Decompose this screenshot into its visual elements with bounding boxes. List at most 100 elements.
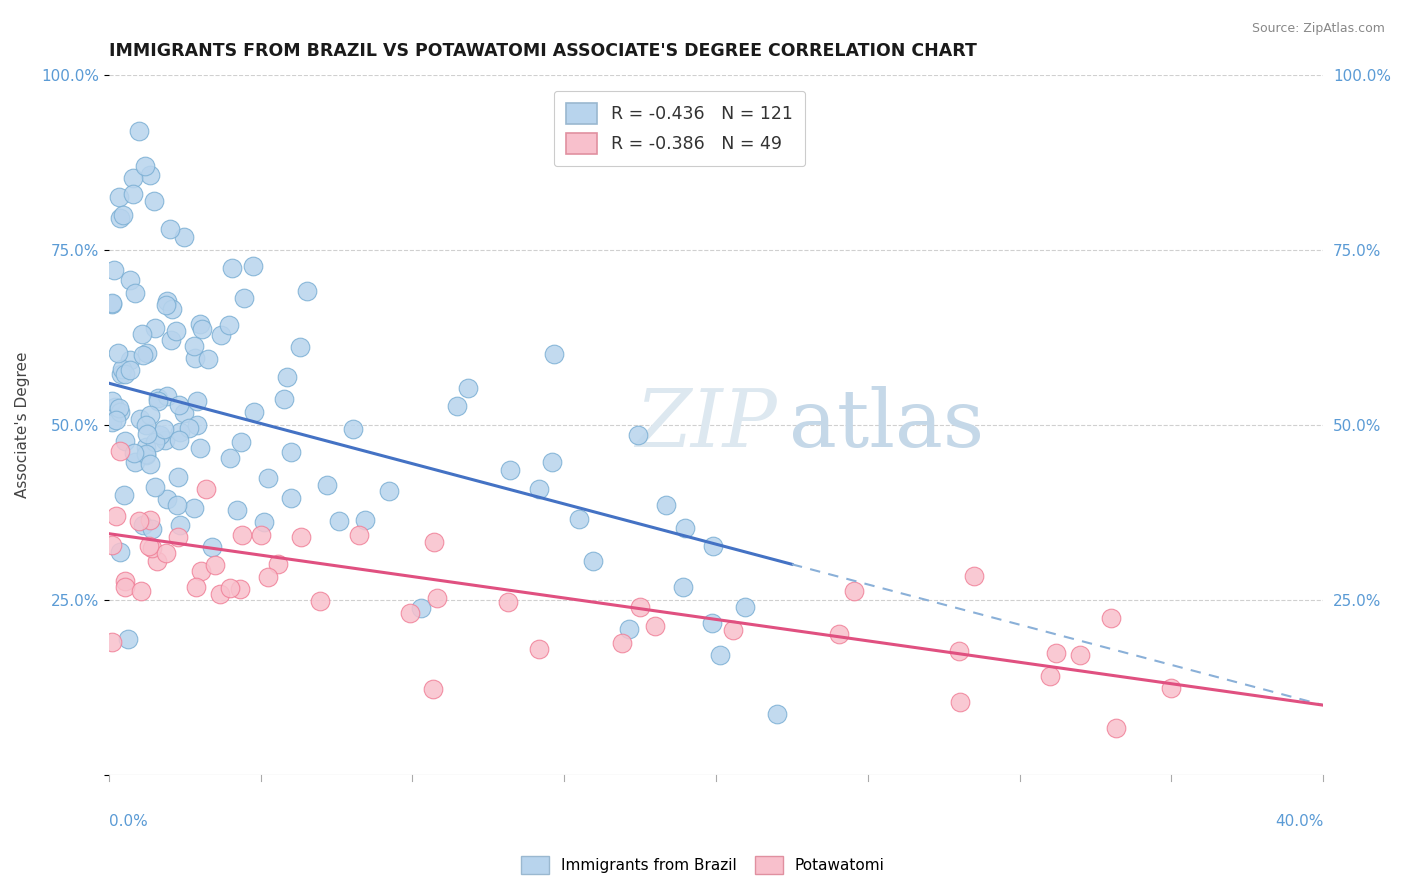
Point <box>186 418 208 433</box>
Point <box>152 422 174 436</box>
Point <box>201 540 224 554</box>
Point <box>132 518 155 533</box>
Point <box>108 211 131 225</box>
Point <box>499 463 522 477</box>
Point <box>253 515 276 529</box>
Point <box>108 405 131 419</box>
Point <box>191 322 214 336</box>
Point <box>399 606 422 620</box>
Point <box>734 600 756 615</box>
Point <box>446 399 468 413</box>
Point <box>138 168 160 182</box>
Point <box>702 539 724 553</box>
Point <box>138 539 160 553</box>
Point <box>496 595 519 609</box>
Point <box>173 407 195 421</box>
Point <box>107 346 129 360</box>
Point <box>963 568 986 582</box>
Point <box>709 648 731 662</box>
Point <box>128 124 150 138</box>
Point <box>188 318 211 332</box>
Point <box>1039 669 1062 683</box>
Point <box>153 434 176 448</box>
Point <box>159 333 181 347</box>
Point <box>347 528 370 542</box>
Point <box>101 296 124 310</box>
Point <box>101 415 124 429</box>
Point <box>167 470 190 484</box>
Point <box>124 455 146 469</box>
Point <box>183 339 205 353</box>
Point <box>948 644 970 658</box>
Point <box>141 521 163 535</box>
Point <box>250 528 273 542</box>
Point <box>114 580 136 594</box>
Point <box>197 352 219 367</box>
Point <box>184 351 207 365</box>
Point <box>256 471 278 485</box>
Text: 40.0%: 40.0% <box>1275 814 1323 829</box>
Point <box>288 339 311 353</box>
Point <box>141 541 163 555</box>
Point <box>167 433 190 447</box>
Point <box>167 530 190 544</box>
Point <box>256 570 278 584</box>
Point <box>145 435 167 450</box>
Point <box>104 400 127 414</box>
Point <box>177 421 200 435</box>
Point <box>280 445 302 459</box>
Y-axis label: Associate's Degree: Associate's Degree <box>15 352 30 499</box>
Point <box>143 480 166 494</box>
Text: ZIP: ZIP <box>636 386 776 464</box>
Point <box>108 401 131 415</box>
Point <box>377 484 399 499</box>
Point <box>184 580 207 594</box>
Point <box>290 530 312 544</box>
Legend: Immigrants from Brazil, Potawatomi: Immigrants from Brazil, Potawatomi <box>515 850 891 880</box>
Point <box>149 428 172 442</box>
Point <box>108 545 131 559</box>
Point <box>280 491 302 505</box>
Point <box>541 455 564 469</box>
Point <box>655 498 678 512</box>
Point <box>117 632 139 646</box>
Point <box>1105 721 1128 735</box>
Point <box>610 636 633 650</box>
Point <box>221 260 243 275</box>
Point <box>118 362 141 376</box>
Point <box>186 393 208 408</box>
Point <box>619 622 641 636</box>
Text: atlas: atlas <box>789 386 984 464</box>
Point <box>101 296 124 310</box>
Point <box>229 434 252 449</box>
Point <box>143 194 166 209</box>
Point <box>112 488 135 502</box>
Point <box>139 457 162 471</box>
Point <box>101 393 124 408</box>
Point <box>135 440 157 454</box>
Point <box>146 554 169 568</box>
Point <box>673 520 696 534</box>
Point <box>169 425 191 439</box>
Point <box>114 367 136 381</box>
Point <box>423 535 446 549</box>
Point <box>101 634 124 648</box>
Point <box>219 581 242 595</box>
Point <box>568 512 591 526</box>
Point <box>457 381 479 395</box>
Point <box>308 594 330 608</box>
Point <box>721 623 744 637</box>
Point <box>118 353 141 368</box>
Point <box>155 546 177 560</box>
Text: 0.0%: 0.0% <box>108 814 148 829</box>
Point <box>169 517 191 532</box>
Point <box>103 263 125 277</box>
Point <box>165 324 187 338</box>
Point <box>148 391 170 405</box>
Point <box>644 618 666 632</box>
Point <box>111 362 134 376</box>
Point <box>124 286 146 301</box>
Point <box>1099 611 1122 625</box>
Point <box>218 318 240 332</box>
Point <box>543 347 565 361</box>
